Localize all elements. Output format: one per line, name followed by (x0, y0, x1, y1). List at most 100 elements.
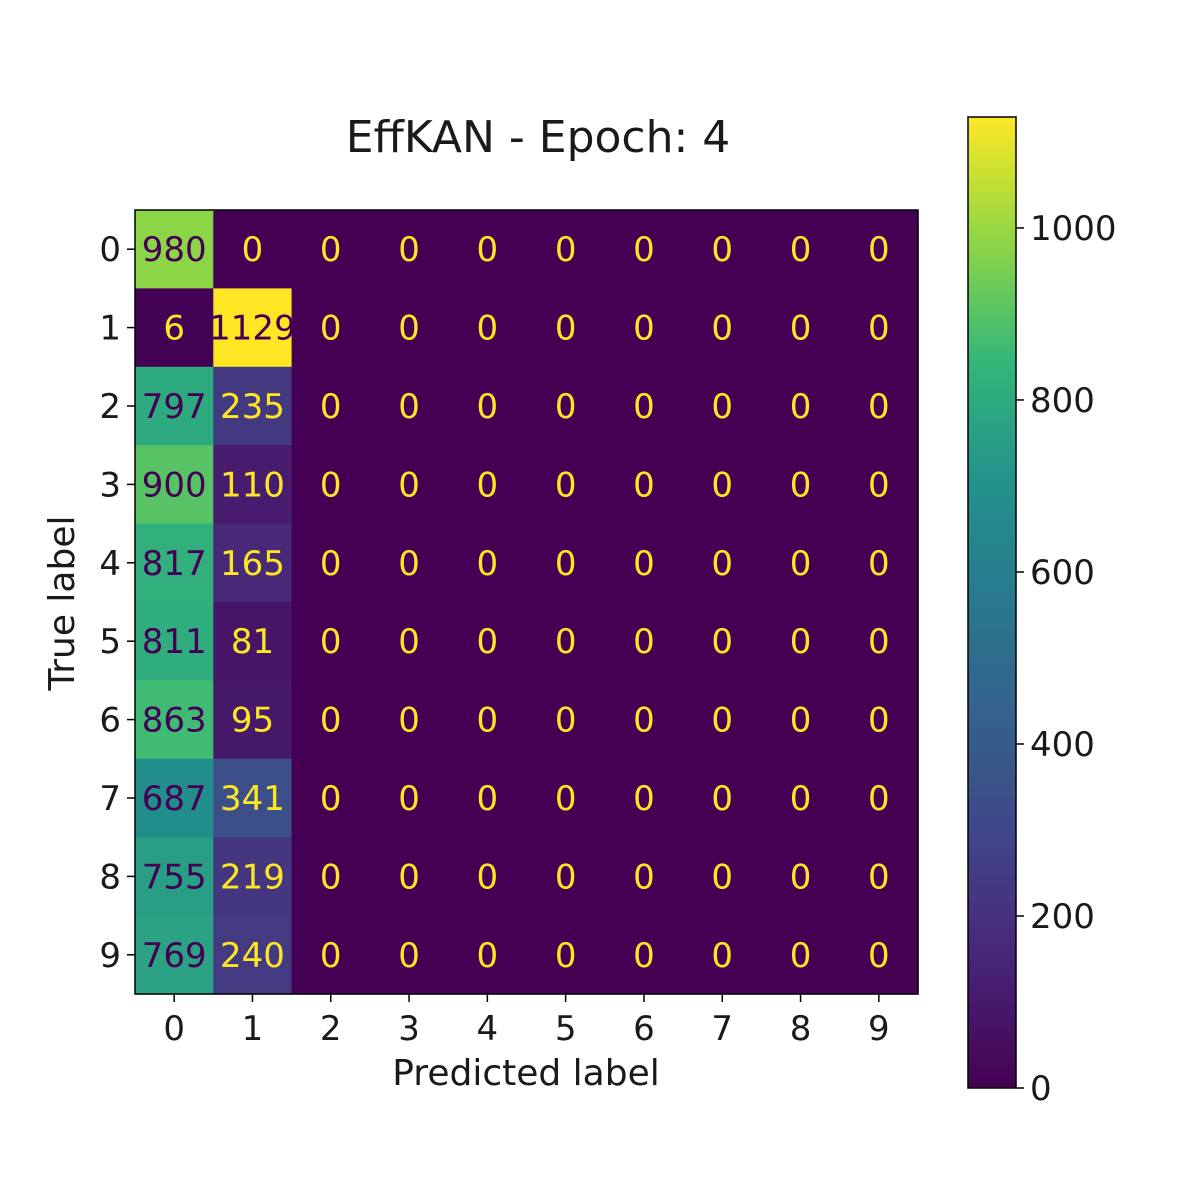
heatmap-cell (369, 758, 449, 838)
cell-value-label: 0 (398, 309, 420, 349)
heatmap-cell (761, 210, 841, 289)
heatmap-cell (761, 366, 841, 446)
cell-value-label: 0 (555, 936, 577, 976)
cell-value-label: 687 (142, 779, 207, 819)
heatmap-cell (604, 758, 684, 838)
cell-value-label: 0 (790, 622, 812, 662)
heatmap-cell (135, 445, 214, 525)
heatmap-cell (604, 680, 684, 760)
cell-value-label: 0 (477, 857, 499, 897)
chart-title: EffKAN - Epoch: 4 (346, 112, 731, 163)
heatmap-cell (291, 366, 371, 446)
heatmap-cell (839, 602, 919, 681)
cell-value-label: 165 (220, 544, 285, 584)
heatmap-cell (135, 602, 214, 681)
heatmap-cell (526, 288, 606, 368)
heatmap-cell (135, 523, 214, 603)
cell-value-label: 341 (220, 779, 285, 819)
y-tick-label: 2 (99, 387, 121, 427)
heatmap-cell (683, 445, 762, 525)
cell-value-label: 1129 (209, 309, 296, 349)
cell-value-label: 0 (868, 387, 890, 427)
cell-value-label: 0 (790, 465, 812, 505)
cell-value-label: 0 (320, 465, 342, 505)
heatmap-cell (448, 680, 528, 760)
heatmap-cell-labels: 980 0 0 0 0 0 0 0 0 0 6 1129 0 0 0 0 0 0 0 0 797 235 0 0 0 0 0 0 0 0 9… (142, 230, 890, 976)
cell-value-label: 0 (633, 779, 655, 819)
cell-value-label: 811 (142, 622, 207, 662)
cell-value-label: 0 (477, 936, 499, 976)
cell-value-label: 6 (163, 309, 185, 349)
cell-value-label: 81 (231, 622, 274, 662)
colorbar-tick-label: 200 (1030, 897, 1095, 937)
heatmap-cell (683, 523, 762, 603)
cell-value-label: 0 (398, 230, 420, 270)
heatmap-cell (839, 680, 919, 760)
heatmap-cell (448, 288, 528, 368)
cell-value-label: 0 (868, 230, 890, 270)
cell-value-label: 0 (790, 309, 812, 349)
cell-value-label: 0 (868, 465, 890, 505)
cell-value-label: 0 (711, 544, 733, 584)
cell-value-label: 0 (633, 857, 655, 897)
heatmap-cell (526, 758, 606, 838)
cell-value-label: 0 (711, 309, 733, 349)
cell-value-label: 95 (231, 701, 274, 741)
cell-value-label: 0 (398, 544, 420, 584)
cell-value-label: 0 (555, 701, 577, 741)
y-tick-label: 6 (99, 701, 121, 741)
cell-value-label: 0 (477, 230, 499, 270)
heatmap-cell (448, 915, 528, 995)
heatmap-cell (839, 288, 919, 368)
y-axis-ticks: 0 1 2 3 4 5 6 7 8 9 (99, 230, 135, 976)
cell-value-label: 0 (398, 622, 420, 662)
cell-value-label: 0 (711, 857, 733, 897)
heatmap-cell (839, 758, 919, 838)
cell-value-label: 0 (555, 544, 577, 584)
cell-value-label: 0 (790, 544, 812, 584)
cell-value-label: 0 (320, 622, 342, 662)
heatmap-cell (761, 915, 841, 995)
heatmap-cell (213, 602, 293, 681)
cell-value-label: 240 (220, 936, 285, 976)
heatmap-cell (448, 758, 528, 838)
heatmap-cell (526, 915, 606, 995)
heatmap-cell (291, 523, 371, 603)
heatmap-cell (604, 915, 684, 995)
cell-value-label: 0 (555, 465, 577, 505)
heatmap-cell (683, 288, 762, 368)
cell-value-label: 0 (633, 309, 655, 349)
cell-value-label: 0 (320, 387, 342, 427)
cell-value-label: 0 (790, 701, 812, 741)
heatmap-cell (291, 758, 371, 838)
cell-value-label: 0 (868, 544, 890, 584)
cell-value-label: 0 (477, 465, 499, 505)
cell-value-label: 0 (398, 936, 420, 976)
heatmap-cell (448, 366, 528, 446)
colorbar-tick-label: 1000 (1030, 209, 1117, 249)
heatmap-cell (526, 680, 606, 760)
cell-value-label: 817 (142, 544, 207, 584)
heatmap-cell (839, 210, 919, 289)
x-tick-label: 9 (868, 1009, 890, 1049)
heatmap-cell (683, 602, 762, 681)
cell-value-label: 0 (477, 779, 499, 819)
cell-value-label: 0 (868, 779, 890, 819)
cell-value-label: 0 (790, 779, 812, 819)
heatmap-cell (761, 680, 841, 760)
cell-value-label: 0 (633, 230, 655, 270)
cell-value-label: 0 (320, 544, 342, 584)
heatmap-cell (369, 915, 449, 995)
x-axis-label: Predicted label (392, 1053, 660, 1094)
heatmap-cell (526, 602, 606, 681)
heatmap-cell (135, 837, 214, 917)
cell-value-label: 0 (477, 544, 499, 584)
cell-value-label: 219 (220, 857, 285, 897)
x-tick-label: 4 (477, 1009, 499, 1049)
cell-value-label: 0 (633, 465, 655, 505)
heatmap-cell (526, 837, 606, 917)
heatmap-cell (604, 210, 684, 289)
heatmap-cell (839, 366, 919, 446)
heatmap-cell (448, 523, 528, 603)
